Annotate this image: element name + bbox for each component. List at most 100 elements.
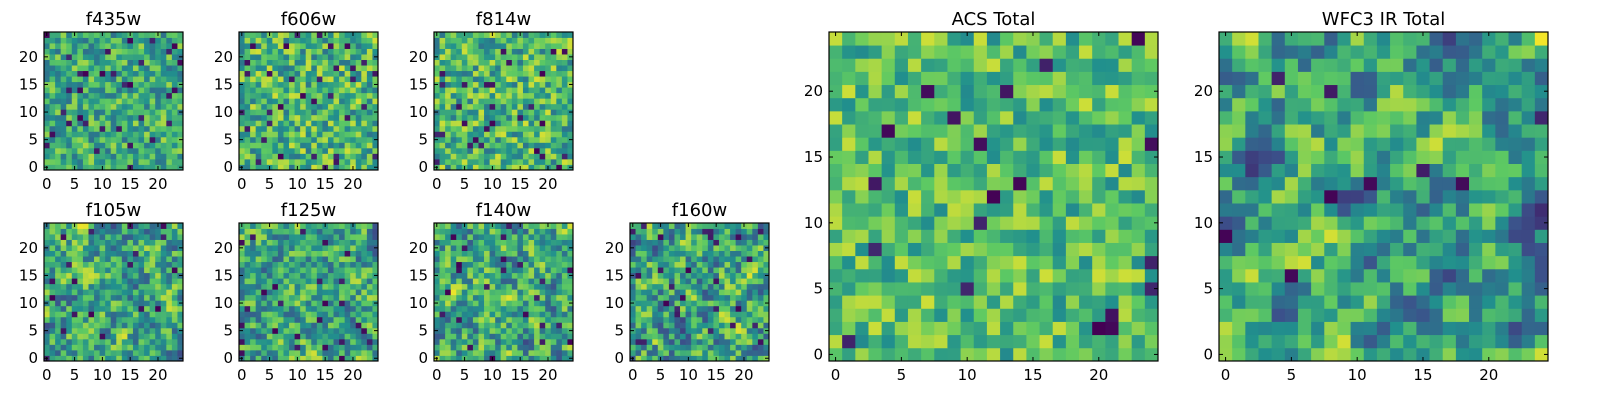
heatmap-cell: [55, 103, 62, 110]
heatmap-cell: [472, 65, 479, 72]
heatmap-cell: [138, 355, 145, 362]
heatmap-cell: [456, 344, 463, 351]
heatmap-cell: [311, 164, 318, 171]
heatmap-cell: [361, 59, 368, 66]
heatmap-cell: [741, 349, 748, 356]
panel-title: f160w: [672, 200, 727, 221]
heatmap-cell: [495, 267, 502, 274]
heatmap-cell: [255, 76, 262, 83]
heatmap-cell: [333, 349, 340, 356]
heatmap-cell: [907, 216, 922, 230]
heatmap-cell: [71, 98, 78, 105]
heatmap-cell: [339, 322, 346, 329]
heatmap-cell: [132, 239, 139, 246]
heatmap-cell: [88, 70, 95, 77]
heatmap-cell: [166, 289, 173, 296]
heatmap-cell: [355, 261, 362, 268]
heatmap-cell: [116, 109, 123, 116]
heatmap-cell: [489, 54, 496, 60]
heatmap-cell: [305, 76, 312, 83]
heatmap-cell: [663, 250, 670, 257]
heatmap-cell: [366, 37, 373, 44]
heatmap-cell: [171, 234, 178, 240]
heatmap-cell: [495, 322, 502, 329]
heatmap-cell: [344, 136, 351, 143]
heatmap-cell: [121, 65, 128, 72]
heatmap-cell: [160, 250, 167, 257]
heatmap-cell: [663, 228, 670, 235]
heatmap-cell: [344, 131, 351, 138]
heatmap-cell: [372, 333, 379, 340]
heatmap-cell: [366, 48, 373, 55]
heatmap-cell: [707, 355, 714, 362]
heatmap-cell: [44, 59, 50, 66]
heatmap-cell: [44, 43, 50, 49]
heatmap-cell: [472, 164, 479, 171]
heatmap-cell: [160, 338, 167, 345]
heatmap-cell: [1065, 189, 1080, 204]
heatmap-cell: [272, 283, 279, 290]
heatmap-cell: [110, 245, 117, 251]
heatmap-cell: [289, 87, 295, 94]
heatmap-cell: [1065, 176, 1080, 191]
heatmap-cell: [960, 321, 975, 336]
heatmap-cell: [1065, 255, 1080, 270]
heatmap-cell: [300, 250, 307, 257]
heatmap-cell: [350, 261, 357, 268]
heatmap-cell: [730, 256, 737, 263]
heatmap-cell: [456, 272, 463, 279]
heatmap-cell: [757, 300, 764, 307]
heatmap-cell: [478, 338, 485, 345]
heatmap-cell: [138, 349, 145, 356]
heatmap-cell: [272, 300, 279, 307]
heatmap-cell: [283, 228, 290, 235]
heatmap-cell: [121, 355, 128, 362]
heatmap-cell: [556, 278, 563, 285]
heatmap-cell: [641, 234, 648, 240]
heatmap-cell: [668, 338, 675, 345]
heatmap-cell: [528, 109, 535, 116]
heatmap-cell: [829, 268, 843, 283]
heatmap-cell: [724, 322, 731, 329]
heatmap-cell: [99, 153, 106, 160]
heatmap-cell: [1039, 347, 1054, 362]
heatmap-cell: [366, 125, 373, 132]
heatmap-cell: [461, 147, 468, 154]
heatmap-cell: [60, 355, 67, 362]
heatmap-cell: [724, 344, 731, 351]
heatmap-cell: [160, 114, 167, 121]
heatmap-cell: [55, 327, 62, 334]
heatmap-cell: [472, 92, 479, 99]
heatmap-cell: [322, 300, 329, 307]
heatmap-cell: [522, 300, 529, 307]
heatmap-cell: [316, 43, 323, 49]
heatmap-cell: [630, 311, 636, 318]
heatmap-cell: [305, 261, 312, 268]
heatmap-cell: [149, 109, 156, 116]
heatmap-cell: [567, 92, 574, 99]
heatmap-cell: [311, 261, 318, 268]
heatmap-cell: [663, 316, 670, 323]
heatmap-cell: [506, 109, 513, 116]
heatmap-cell: [567, 103, 574, 110]
heatmap-cell: [55, 109, 62, 116]
heatmap-cell: [171, 261, 178, 268]
heatmap-cell: [250, 283, 257, 290]
heatmap-cell: [361, 76, 368, 83]
heatmap-cell: [110, 250, 117, 257]
heatmap-cell: [829, 295, 843, 309]
heatmap-cell: [44, 98, 50, 105]
heatmap-cell: [160, 311, 167, 318]
heatmap-cell: [177, 250, 184, 257]
heatmap-cell: [177, 43, 184, 49]
heatmap-cell: [77, 158, 84, 165]
heatmap-cell: [144, 234, 151, 240]
heatmap-cell: [49, 125, 56, 132]
heatmap-cell: [149, 245, 156, 251]
heatmap-cell: [283, 355, 290, 362]
heatmap-cell: [539, 338, 546, 345]
heatmap-cell: [71, 158, 78, 165]
heatmap-cell: [445, 223, 452, 229]
heatmap-cell: [450, 136, 457, 143]
heatmap-cell: [534, 300, 541, 307]
